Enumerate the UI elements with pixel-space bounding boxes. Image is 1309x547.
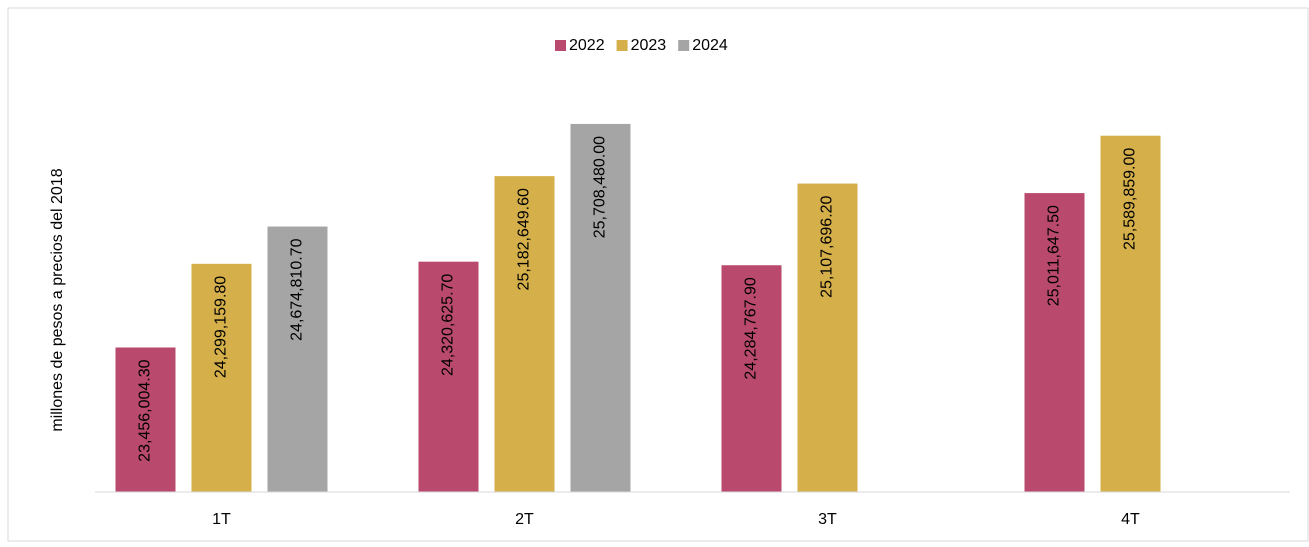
bar: [267, 226, 328, 493]
x-tick-label: 3T: [818, 511, 837, 528]
data-label: 24,284,767.90: [743, 277, 760, 379]
legend-swatch: [555, 40, 566, 51]
bar: [494, 176, 555, 493]
bar: [797, 183, 858, 492]
bar: [1100, 135, 1161, 493]
data-label: 25,708,480.00: [592, 136, 609, 238]
y-axis-label: millones de pesos a precios del 2018: [49, 168, 66, 431]
bar: [570, 123, 631, 493]
x-tick-label: 2T: [515, 511, 534, 528]
data-label: 25,182,649.60: [516, 188, 533, 290]
data-label: 25,589,859.00: [1122, 148, 1139, 250]
legend-swatch: [616, 40, 628, 51]
data-label: 25,011,647.50: [1046, 205, 1063, 306]
frame: [7, 7, 1309, 542]
data-label: 23,456,004.30: [137, 359, 154, 461]
data-label: 24,320,625.70: [440, 274, 457, 376]
bar: [418, 261, 479, 492]
x-tick-label: 4T: [1121, 511, 1140, 528]
bar: [721, 265, 782, 492]
bar: [115, 347, 176, 492]
bar: [191, 263, 252, 492]
legend-label: 2024: [692, 37, 728, 54]
data-label: 25,107,696.20: [819, 195, 836, 297]
data-label: 24,299,159.80: [213, 276, 230, 378]
legend-label: 2023: [631, 37, 667, 54]
legend-label: 2022: [569, 37, 605, 54]
x-tick-label: 1T: [212, 511, 231, 528]
data-label: 24,674,810.70: [289, 238, 306, 340]
bar: [1024, 193, 1085, 492]
legend-swatch: [678, 40, 690, 51]
